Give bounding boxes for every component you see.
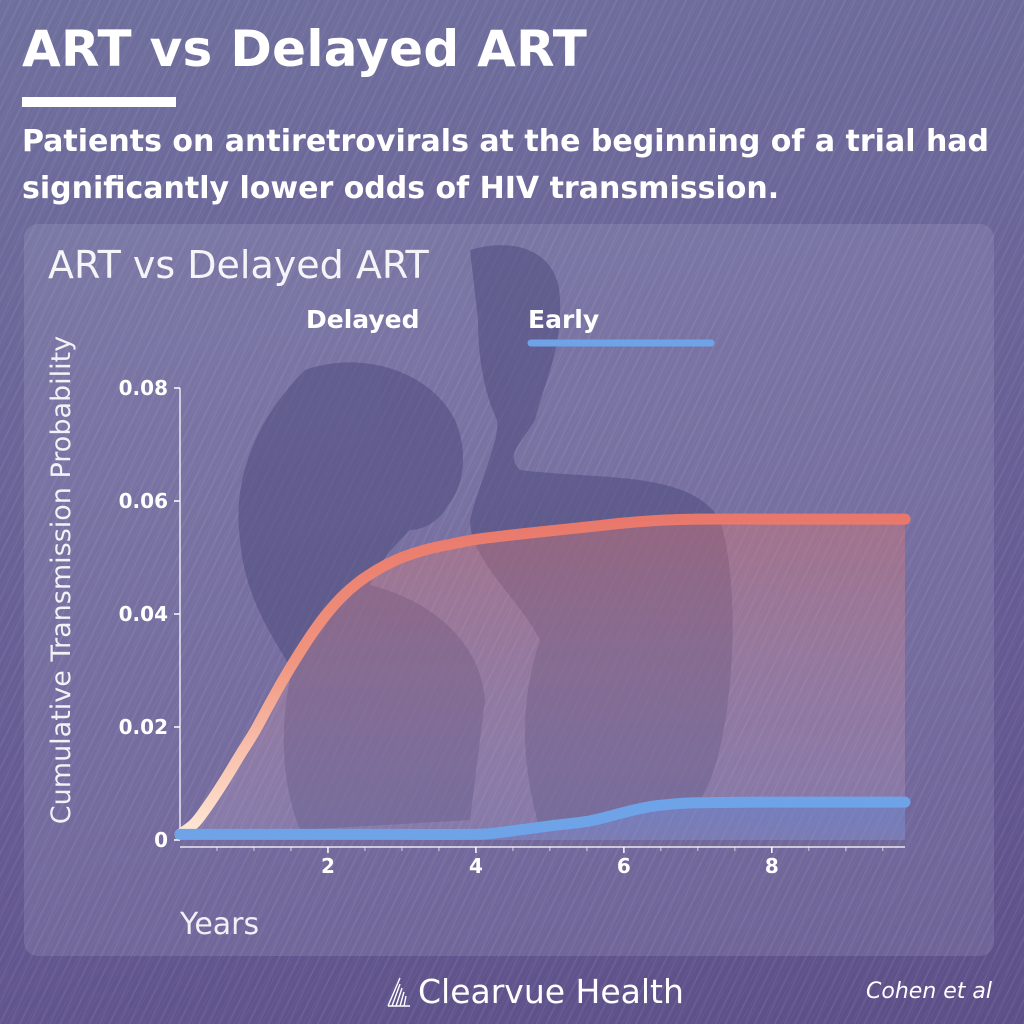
series-area-early	[180, 802, 905, 840]
brand-logo: Clearvue Health	[386, 968, 684, 1014]
series-line-delayed	[174, 513, 911, 840]
x-tick-label: 4	[469, 854, 483, 878]
series-area-delayed	[180, 519, 905, 840]
page-title: ART vs Delayed ART	[22, 20, 588, 78]
legend-label-delayed: Delayed	[306, 305, 420, 334]
source-credit: Cohen et al	[866, 979, 992, 1004]
y-tick-label: 0.04	[119, 602, 168, 626]
prism-icon	[387, 977, 410, 1007]
brand-name: Clearvue Health	[418, 971, 684, 1011]
y-tick-label: 0.02	[119, 715, 168, 739]
y-tick-label: 0	[154, 828, 168, 852]
page-subtitle: Patients on antiretrovirals at the begin…	[22, 124, 990, 206]
chart-title: ART vs Delayed ART	[48, 243, 429, 287]
x-tick-label: 2	[321, 854, 335, 878]
y-axis-label: Cumulative Transmission Probability	[46, 336, 77, 824]
series-line-early	[174, 796, 911, 840]
x-tick-label: 8	[765, 854, 779, 878]
legend-label-early: Early	[528, 305, 599, 334]
x-tick-label: 6	[617, 854, 631, 878]
title-underline	[22, 97, 176, 107]
x-axis-label: Years	[179, 907, 259, 942]
y-tick-label: 0.06	[119, 489, 168, 513]
y-tick-label: 0.08	[119, 376, 168, 400]
